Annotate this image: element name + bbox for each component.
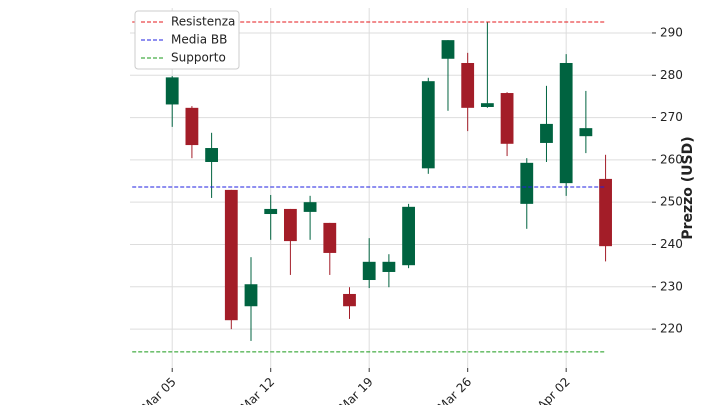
legend-label: Resistenza: [171, 15, 235, 29]
candle-body: [224, 189, 238, 321]
y-tick-label: 280: [660, 68, 683, 82]
candle-body: [244, 284, 258, 307]
x-tick-label: Mar 12: [238, 375, 277, 405]
candle-body: [480, 103, 494, 107]
y-tick-label: 260: [660, 152, 683, 166]
x-tick-label: Mar 26: [435, 375, 474, 405]
candle-body: [520, 162, 534, 204]
candle-body: [599, 178, 612, 247]
candle-body: [559, 62, 573, 184]
candle-body: [303, 202, 317, 212]
candle-body: [283, 208, 297, 242]
y-tick-label: 220: [660, 322, 683, 336]
candle-body: [421, 81, 435, 169]
y-tick-label: 240: [660, 237, 683, 251]
candle-body: [402, 206, 415, 266]
legend-label: Supporto: [171, 51, 226, 65]
candle-body: [323, 222, 337, 253]
candle-body: [540, 123, 553, 143]
candle-body: [441, 40, 455, 59]
candle-body: [500, 93, 514, 144]
legend: Resistenza Media BB Supporto: [134, 10, 240, 70]
x-tick-label: Mar 19: [336, 375, 375, 405]
y-tick-label: 250: [660, 195, 683, 209]
candle-body: [461, 62, 475, 108]
candle-body: [343, 293, 356, 307]
x-tick-label: Apr 02: [535, 375, 573, 405]
candle-body: [205, 148, 219, 162]
y-tick-label: 290: [660, 25, 683, 39]
candle-body: [264, 208, 278, 215]
candle-body: [165, 77, 179, 105]
x-tick-label: Mar 05: [139, 375, 178, 405]
y-tick-label: 230: [660, 279, 683, 293]
candle-body: [185, 107, 199, 146]
candle-body: [382, 261, 396, 272]
y-tick-label: 270: [660, 110, 683, 124]
candle-body: [362, 261, 376, 281]
y-axis-label: Prezzo (USD): [680, 136, 696, 239]
legend-box: [134, 10, 240, 70]
candle-body: [579, 128, 593, 137]
legend-label: Media BB: [171, 33, 227, 47]
